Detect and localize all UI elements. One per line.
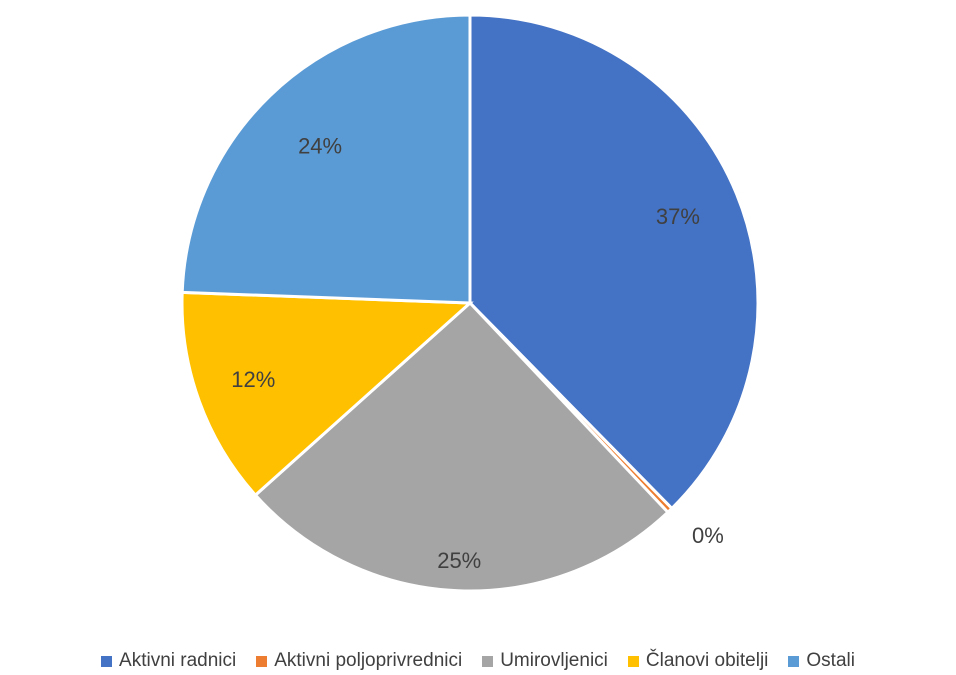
legend-label: Članovi obitelji — [645, 650, 769, 671]
legend-label: Aktivni radnici — [119, 650, 237, 671]
legend-label: Ostali — [806, 650, 855, 671]
legend-label: Aktivni poljoprivrednici — [274, 650, 463, 671]
legend-item-0: Aktivni radnici — [101, 650, 236, 672]
legend-item-4: Ostali — [788, 650, 855, 672]
data-label-4: 24% — [298, 133, 342, 158]
legend-item-1: Aktivni poljoprivrednici — [256, 650, 462, 672]
legend-swatch — [101, 655, 113, 667]
data-label-2: 25% — [437, 548, 481, 573]
data-label-1: 0% — [692, 523, 724, 548]
legend-swatch — [627, 655, 639, 667]
legend-swatch — [256, 655, 268, 667]
pie-chart-svg: 37% 0% 25% 12% 24% — [180, 13, 760, 593]
legend-item-2: Umirovljenici — [482, 650, 608, 672]
legend-item-3: Članovi obitelji — [627, 650, 769, 672]
pie-slice-4 — [180, 13, 472, 305]
legend-label: Umirovljenici — [500, 650, 608, 671]
pie-slice-3 — [180, 290, 474, 498]
data-label-3: 12% — [231, 367, 275, 392]
pie-slice-2 — [253, 300, 670, 593]
legend-swatch — [482, 655, 494, 667]
chart-legend: Aktivni radnici Aktivni poljoprivrednici U… — [0, 648, 956, 674]
legend-swatch — [788, 655, 800, 667]
pie-slice-0 — [468, 13, 760, 511]
data-label-0: 37% — [656, 204, 700, 229]
